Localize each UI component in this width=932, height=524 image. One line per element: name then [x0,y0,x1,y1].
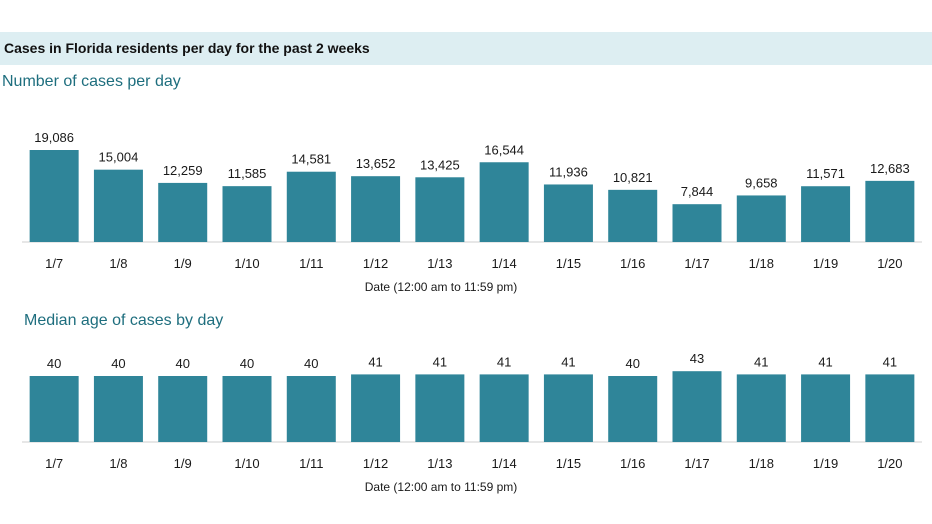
data-label: 9,658 [745,175,778,190]
data-label: 41 [754,354,768,369]
median-age-bar-chart: 40 1/7 40 1/8 40 1/9 40 1/10 40 1/11 41 1/12 41 1/13 4… [22,351,922,494]
data-label: 40 [175,356,189,371]
x-tick-label: 1/11 [299,456,323,471]
data-label: 41 [561,354,575,369]
data-label: 14,581 [291,152,331,167]
bar [286,376,336,442]
cases-bar-chart: 19,086 1/7 15,004 1/8 12,259 1/9 11,585 1/10 14,… [22,130,922,294]
bar [222,186,272,242]
bar [158,182,208,242]
page-title: Cases in Florida residents per day for t… [4,40,370,56]
x-tick-label: 1/14 [491,256,516,271]
bar [93,376,143,442]
bar [865,180,915,242]
data-label: 13,425 [420,157,460,172]
bar [29,376,79,442]
x-tick-label: 1/7 [45,456,63,471]
bar [608,189,658,242]
x-tick-label: 1/18 [749,456,774,471]
bar [736,195,786,242]
bar [801,186,851,242]
data-label: 15,004 [99,150,139,165]
data-label: 10,821 [613,170,653,185]
x-tick-label: 1/19 [813,256,838,271]
data-label: 41 [433,354,447,369]
data-label: 7,844 [681,184,714,199]
data-label: 40 [304,356,318,371]
bar [672,371,722,442]
x-tick-label: 1/20 [877,256,902,271]
x-tick-label: 1/18 [749,256,774,271]
bar [543,374,593,442]
data-label: 40 [625,356,639,371]
x-tick-label: 1/8 [109,256,127,271]
bar [29,150,79,242]
bar [865,374,915,442]
x-tick-label: 1/20 [877,456,902,471]
data-label: 43 [690,351,704,366]
bar [222,376,272,442]
x-tick-label: 1/15 [556,456,581,471]
bar [479,162,529,242]
data-label: 41 [883,354,897,369]
data-label: 41 [368,354,382,369]
x-tick-label: 1/7 [45,256,63,271]
data-label: 40 [47,356,61,371]
x-tick-label: 1/8 [109,456,127,471]
data-label: 11,936 [549,164,588,179]
data-label: 41 [497,354,511,369]
x-tick-label: 1/19 [813,456,838,471]
bar [351,374,401,442]
bar [93,169,143,242]
x-axis-title: Date (12:00 am to 11:59 pm) [365,280,518,294]
x-tick-label: 1/14 [491,456,516,471]
data-label: 13,652 [356,156,396,171]
median-age-chart-title: Median age of cases by day [24,312,224,329]
x-tick-label: 1/13 [427,256,452,271]
bar [351,176,401,242]
x-tick-label: 1/16 [620,456,645,471]
x-tick-label: 1/12 [363,256,388,271]
bar [801,374,851,442]
x-tick-label: 1/10 [234,256,259,271]
bar [672,204,722,242]
data-label: 40 [240,356,254,371]
bar [736,374,786,442]
bar [543,184,593,242]
bar [479,374,529,442]
data-label: 19,086 [34,130,74,145]
x-tick-label: 1/9 [174,256,192,271]
bar [608,376,658,442]
x-tick-label: 1/17 [684,256,709,271]
data-label: 11,585 [228,166,267,181]
x-tick-label: 1/13 [427,456,452,471]
bar [415,374,465,442]
bar [415,177,465,242]
x-tick-label: 1/15 [556,256,581,271]
cases-chart-title: Number of cases per day [2,73,181,90]
x-tick-label: 1/11 [299,256,323,271]
data-label: 12,259 [163,163,203,178]
bar [286,171,336,242]
x-tick-label: 1/12 [363,456,388,471]
data-label: 16,544 [484,142,524,157]
x-tick-label: 1/9 [174,456,192,471]
data-label: 11,571 [806,166,845,181]
x-tick-label: 1/16 [620,256,645,271]
x-tick-label: 1/10 [234,456,259,471]
x-tick-label: 1/17 [684,456,709,471]
data-label: 41 [818,354,832,369]
data-label: 12,683 [870,161,910,176]
data-label: 40 [111,356,125,371]
title-banner: Cases in Florida residents per day for t… [0,32,932,65]
x-axis-title: Date (12:00 am to 11:59 pm) [365,480,518,494]
bar [158,376,208,442]
